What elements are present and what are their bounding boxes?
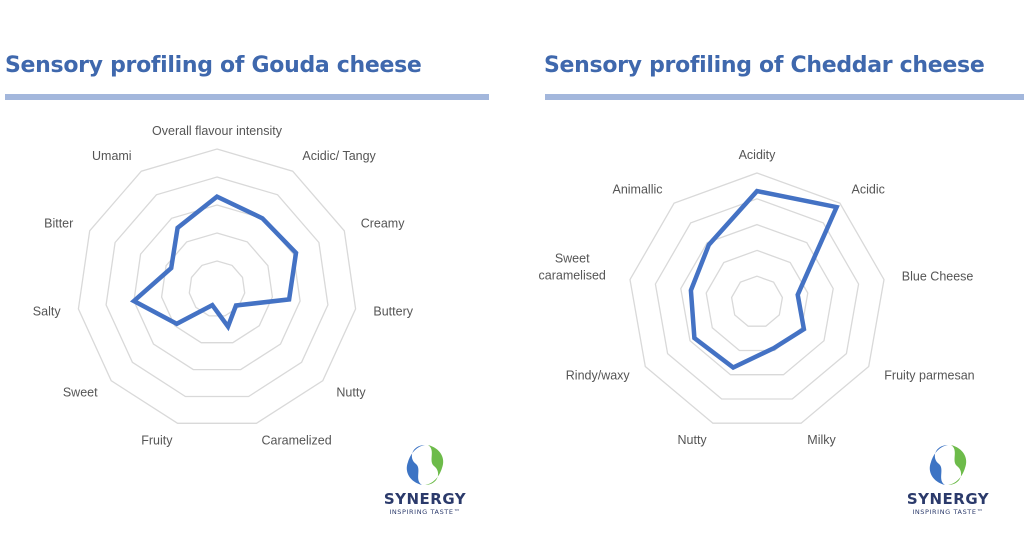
synergy-tagline: INSPIRING TASTE™ bbox=[389, 508, 461, 516]
axis-label: Fruity parmesan bbox=[884, 369, 974, 383]
axis-label: Blue Cheese bbox=[902, 270, 974, 284]
grid-ring bbox=[654, 198, 860, 400]
axis-label: Acidic bbox=[852, 182, 885, 196]
axis-label: Nutty bbox=[336, 386, 366, 400]
synergy-swirl-icon bbox=[402, 442, 448, 488]
axis-label: Umami bbox=[92, 149, 132, 163]
synergy-tagline: INSPIRING TASTE™ bbox=[912, 508, 984, 516]
gouda-chart-title: Sensory profiling of Gouda cheese bbox=[5, 53, 422, 78]
cheddar-title-rule bbox=[545, 94, 1024, 100]
axis-label: Acidity bbox=[739, 148, 777, 162]
synergy-swirl-icon bbox=[925, 442, 971, 488]
axis-label: Animallic bbox=[612, 182, 662, 196]
series-line bbox=[688, 188, 840, 371]
grid-ring bbox=[188, 260, 246, 317]
synergy-brand-text: SYNERGY bbox=[383, 490, 467, 508]
grid-ring bbox=[105, 176, 329, 398]
grid-ring bbox=[730, 275, 784, 327]
axis-label: Milky bbox=[807, 433, 836, 447]
grid-ring bbox=[705, 249, 809, 352]
axis-label: Overall flavour intensity bbox=[152, 124, 283, 138]
grid-ring bbox=[680, 223, 834, 376]
axis-label: Creamy bbox=[361, 216, 406, 230]
cheddar-radar-chart: Acidity Acidic Blue Cheese Fruity parmesan M… bbox=[539, 148, 975, 447]
grid-ring bbox=[629, 172, 885, 424]
grid-ring bbox=[133, 204, 301, 371]
grid-ring bbox=[77, 148, 357, 424]
axis-label: Bitter bbox=[44, 216, 73, 230]
gouda-radar-chart: Overall flavour intensity Acidic/ Tangy Cr… bbox=[33, 124, 414, 448]
axis-label: Caramelized bbox=[262, 434, 332, 448]
axis-label: Fruity bbox=[141, 434, 173, 448]
axis-label: Rindy/waxy bbox=[566, 369, 631, 383]
axis-label: Salty bbox=[33, 305, 62, 319]
cheddar-chart-title: Sensory profiling of Cheddar cheese bbox=[544, 53, 985, 78]
synergy-logo-right: SYNERGY INSPIRING TASTE™ bbox=[893, 442, 1003, 516]
axis-label: Sweet bbox=[63, 386, 98, 400]
synergy-brand-text: SYNERGY bbox=[906, 490, 990, 508]
axis-label: Nutty bbox=[678, 433, 708, 447]
axis-label: Sweet caramelised bbox=[539, 252, 606, 283]
axis-label: Buttery bbox=[373, 305, 413, 319]
series-line bbox=[129, 193, 299, 332]
synergy-logo-left: SYNERGY INSPIRING TASTE™ bbox=[370, 442, 480, 516]
grid-ring bbox=[160, 232, 274, 344]
axis-label: Acidic/ Tangy bbox=[302, 149, 376, 163]
gouda-title-rule bbox=[5, 94, 489, 100]
